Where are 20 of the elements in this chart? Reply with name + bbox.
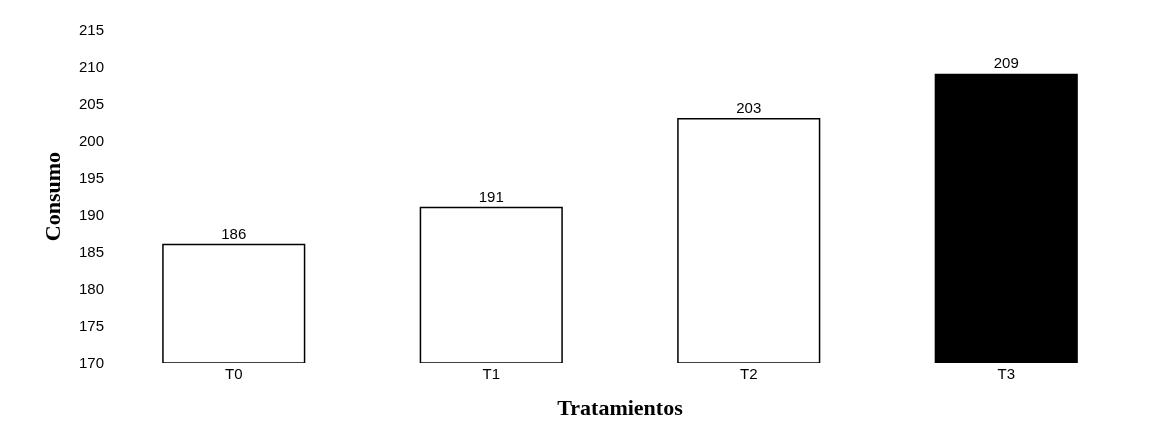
y-tick-label: 185 xyxy=(78,243,104,261)
y-tick-label: 215 xyxy=(78,21,104,39)
data-label: 191 xyxy=(478,187,504,205)
y-tick-label: 195 xyxy=(78,169,104,187)
x-axis-title: Tratamientos xyxy=(557,394,684,420)
data-label: 209 xyxy=(993,54,1019,72)
y-tick-label: 205 xyxy=(78,95,104,113)
y-tick-label: 180 xyxy=(78,280,104,298)
y-axis-title: Consumo xyxy=(39,151,65,242)
x-tick-label: T3 xyxy=(997,365,1016,382)
y-tick-label: 200 xyxy=(78,132,104,150)
x-tick-label: T2 xyxy=(739,365,758,382)
y-tick-label: 170 xyxy=(78,354,104,372)
x-tick-label: T0 xyxy=(224,365,243,382)
x-tick-label: T1 xyxy=(482,365,501,382)
y-tick-label: 175 xyxy=(78,317,104,335)
y-tick-label: 210 xyxy=(78,58,104,76)
data-label: 186 xyxy=(221,224,247,242)
data-label: 203 xyxy=(736,98,762,116)
y-tick-label: 190 xyxy=(78,206,104,224)
